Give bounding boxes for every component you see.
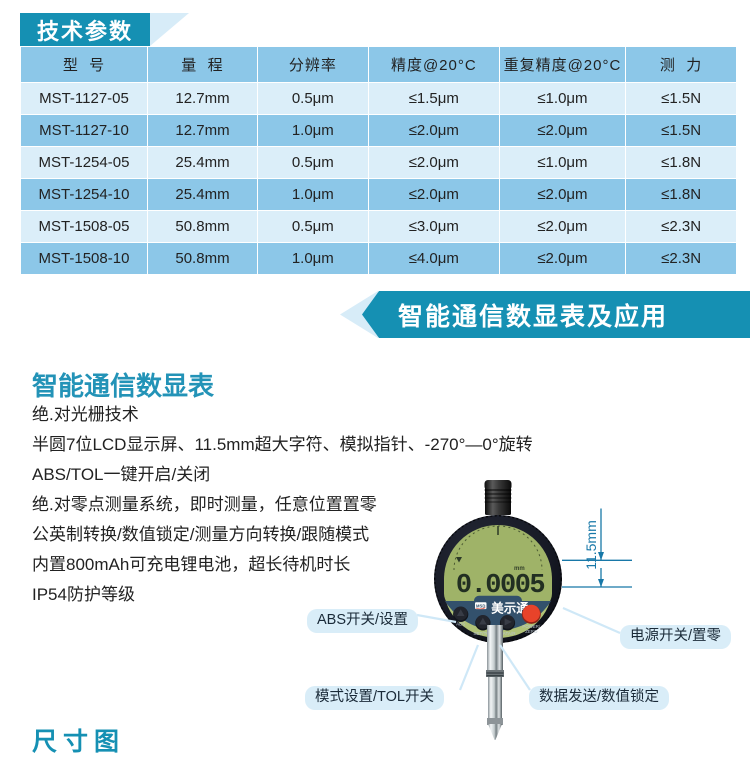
svg-text:MSD: MSD bbox=[476, 604, 485, 609]
svg-text:ABS: ABS bbox=[456, 622, 465, 627]
svg-text:11.5mm: 11.5mm bbox=[583, 520, 599, 570]
svg-text:ZERO: ZERO bbox=[525, 629, 538, 634]
